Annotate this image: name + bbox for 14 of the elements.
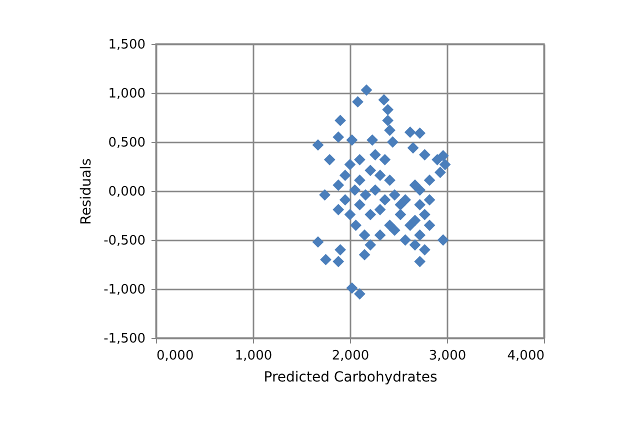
y-tick-label: -1,500 [104,332,146,346]
y-axis-title: Residuals [78,158,95,225]
x-tick-label: 2,000 [332,348,370,364]
x-tick-label: 0,000 [156,348,194,364]
y-tick-label: 1,000 [108,86,146,102]
y-tick-label: 0,000 [108,184,146,200]
y-tick-label: -1,000 [104,282,146,298]
x-tick-label: 3,000 [428,348,466,364]
y-tick-label: -0,500 [104,234,146,248]
x-tick-label: 1,000 [234,348,272,364]
y-tick-label: 0,500 [108,136,146,150]
x-axis-title: Predicted Carbohydrates [264,370,438,386]
x-tick-label: 4,000 [507,348,544,364]
y-tick-label: 1,500 [108,38,146,52]
